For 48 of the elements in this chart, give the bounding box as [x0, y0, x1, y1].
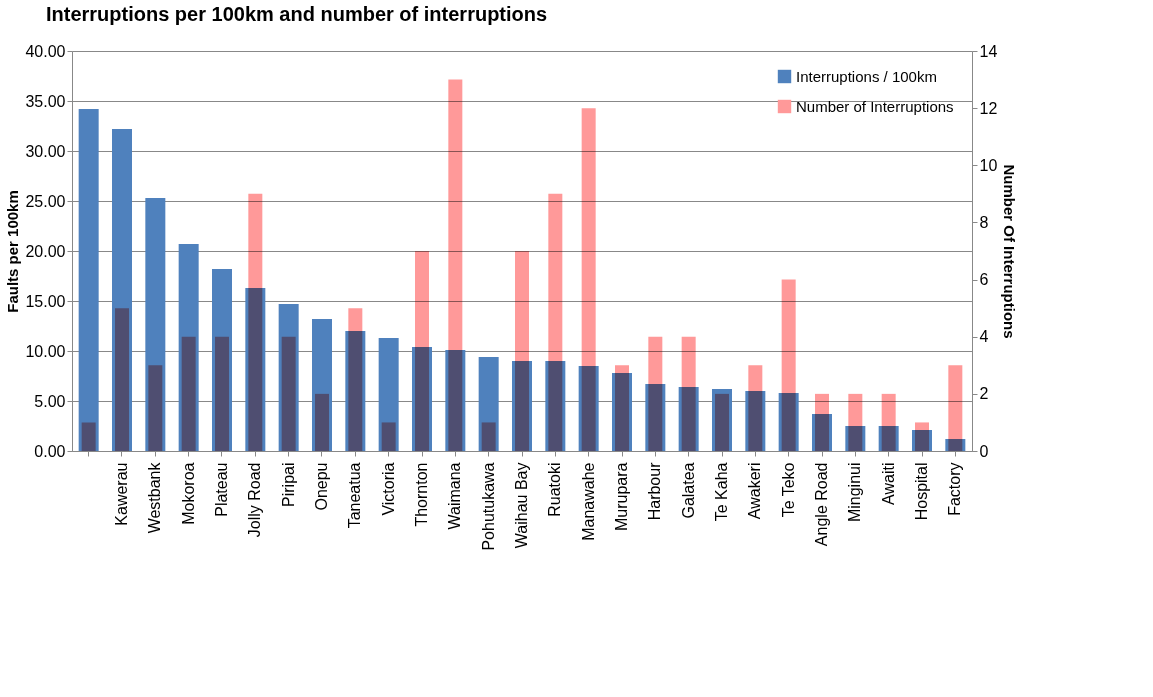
x-tick-label: Awaiti	[879, 462, 897, 505]
x-tick-label: Pohutukawa	[479, 462, 497, 551]
x-tick-label: Mokoroa	[179, 462, 197, 525]
y-tick-label: 30.00	[25, 142, 66, 160]
y2-tick-label: 4	[979, 328, 989, 346]
x-tick-label: Victoria	[379, 462, 397, 516]
chart-title: Interruptions per 100km and number of interruptions	[45, 3, 548, 25]
y2-axis-title: Number Of Interruptions	[1001, 164, 1019, 339]
x-tick-label: Minginui	[846, 462, 864, 523]
x-tick-label: Onepu	[313, 462, 330, 511]
x-tick-label: Westbank	[146, 461, 164, 534]
y2-tick-label: 14	[979, 42, 998, 60]
x-tick-label: Factory	[946, 462, 964, 516]
y-tick-label: 10.00	[25, 342, 66, 360]
y-tick-label: 25.00	[25, 192, 66, 210]
x-tick-label: Jolly Road	[246, 462, 264, 538]
y-tick-label: 0.00	[34, 442, 66, 460]
legend-label: Interruptions / 100km	[796, 67, 937, 85]
x-tick-label: Te Kaha	[713, 462, 730, 522]
x-tick-label: Kawerau	[113, 462, 130, 526]
x-tick-label: Taneatua	[346, 462, 364, 529]
y-tick-label: 5.00	[34, 392, 66, 410]
y-tick-label: 20.00	[25, 242, 66, 260]
x-tick-label: Awakeri	[746, 462, 764, 520]
x-tick-label: Plateau	[213, 462, 230, 517]
y2-tick-label: 6	[979, 271, 989, 289]
x-tick-label: Galatea	[679, 462, 697, 519]
y-tick-label: 15.00	[25, 292, 66, 310]
y2-tick-label: 12	[979, 99, 998, 117]
y-tick-label: 35.00	[25, 92, 66, 110]
x-tick-label: Waimana	[446, 462, 464, 530]
y2-tick-label: 2	[979, 385, 989, 403]
x-tick-label: Te Teko	[779, 462, 797, 518]
x-tick-label: Angle Road	[813, 462, 830, 547]
x-tick-label: Hospital	[913, 462, 930, 521]
x-tick-label: Ruatoki	[546, 462, 564, 517]
x-tick-label: Murupara	[613, 462, 630, 531]
x-tick-label: Thornton	[413, 462, 430, 527]
y-axis-title: Faults per 100km	[4, 190, 22, 313]
x-tick-label: Harbour	[646, 461, 664, 521]
x-tick-label: Waihau Bay	[513, 462, 530, 549]
y2-tick-label: 8	[979, 213, 989, 231]
y2-tick-label: 0	[979, 442, 989, 460]
y-tick-label: 40.00	[25, 42, 66, 60]
x-tick-label: Piripai	[279, 462, 297, 507]
legend-label: Number of Interruptions	[796, 97, 954, 115]
x-tick-label: Manawahe	[579, 462, 597, 541]
y2-tick-label: 10	[979, 156, 998, 174]
